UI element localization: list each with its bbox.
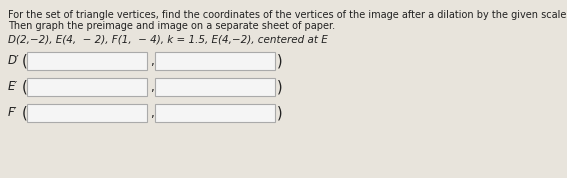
FancyBboxPatch shape bbox=[27, 104, 147, 122]
Text: F′: F′ bbox=[8, 106, 18, 119]
FancyBboxPatch shape bbox=[27, 78, 147, 96]
Text: E′: E′ bbox=[8, 80, 18, 93]
Text: ): ) bbox=[277, 106, 282, 121]
Text: For the set of triangle vertices, find the coordinates of the vertices of the im: For the set of triangle vertices, find t… bbox=[8, 10, 567, 20]
Text: ,: , bbox=[150, 108, 154, 121]
FancyBboxPatch shape bbox=[155, 52, 275, 70]
Text: D(2,−2), E(4,  − 2), F(1,  − 4), k = 1.5, E(4,−2), centered at E: D(2,−2), E(4, − 2), F(1, − 4), k = 1.5, … bbox=[8, 35, 328, 45]
FancyBboxPatch shape bbox=[27, 52, 147, 70]
Text: D′: D′ bbox=[8, 54, 20, 67]
Text: ,: , bbox=[150, 82, 154, 95]
Text: (: ( bbox=[22, 106, 28, 121]
Text: (: ( bbox=[22, 80, 28, 95]
Text: ,: , bbox=[150, 56, 154, 69]
FancyBboxPatch shape bbox=[155, 78, 275, 96]
Text: ): ) bbox=[277, 54, 282, 69]
Text: (: ( bbox=[22, 54, 28, 69]
Text: Then graph the preimage and image on a separate sheet of paper.: Then graph the preimage and image on a s… bbox=[8, 21, 335, 31]
Text: ): ) bbox=[277, 80, 282, 95]
FancyBboxPatch shape bbox=[155, 104, 275, 122]
